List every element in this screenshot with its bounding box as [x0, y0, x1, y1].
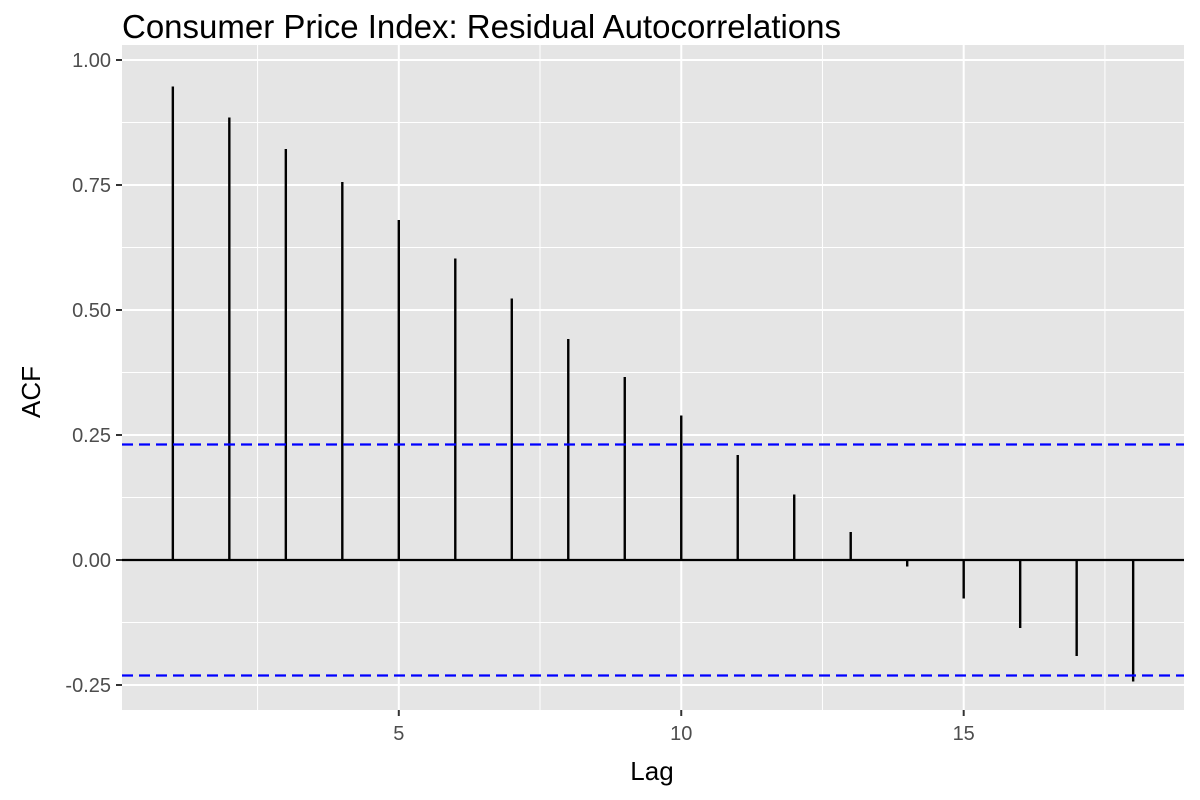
panel-background: [122, 45, 1184, 710]
plot-panel: [122, 45, 1184, 710]
x-tick-label: 10: [670, 723, 692, 745]
y-axis-title: ACF: [16, 366, 46, 418]
y-tick-label: 1.00: [72, 50, 111, 72]
x-tick-label: 15: [953, 723, 975, 745]
acf-bars: [171, 86, 1135, 682]
y-tick-label: -0.25: [65, 675, 111, 697]
x-tick-label: 5: [393, 723, 404, 745]
y-tick-label: 0.75: [72, 175, 111, 197]
y-tick-label: 0.25: [72, 425, 111, 447]
y-tick-label: 0.00: [72, 550, 111, 572]
axes: -0.25 0.00 0.25 0.50 0.75 1.00 5 10 15: [65, 50, 974, 745]
confidence-bounds: [122, 443, 1184, 677]
y-tick-label: 0.50: [72, 300, 111, 322]
chart-title: Consumer Price Index: Residual Autocorre…: [122, 8, 842, 45]
x-axis-title: Lag: [630, 756, 673, 786]
